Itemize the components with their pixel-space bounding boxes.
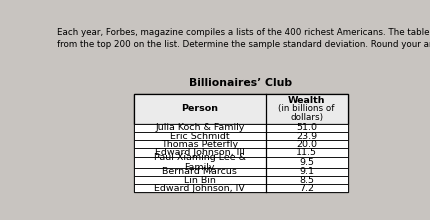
Bar <box>134 124 347 132</box>
Text: Each year, Forbes, magazine compiles a lists of the 400 richest Americans. The t: Each year, Forbes, magazine compiles a l… <box>57 28 430 49</box>
Text: Lin Bin: Lin Bin <box>184 176 215 185</box>
Bar <box>134 184 347 192</box>
Bar <box>134 168 347 176</box>
Bar <box>134 140 347 148</box>
Text: Wealth: Wealth <box>287 96 325 105</box>
Text: (in billions of: (in billions of <box>278 104 334 114</box>
Text: 23.9: 23.9 <box>295 132 316 141</box>
Text: Bernard Marcus: Bernard Marcus <box>162 167 237 176</box>
Text: Paul Xiaming Lee &
Family: Paul Xiaming Lee & Family <box>154 152 245 172</box>
Text: 9.5: 9.5 <box>298 158 313 167</box>
Text: Billionaires’ Club: Billionaires’ Club <box>189 78 292 88</box>
Text: 7.2: 7.2 <box>298 184 313 193</box>
Text: 9.1: 9.1 <box>298 167 313 176</box>
Text: Julia Koch & Family: Julia Koch & Family <box>155 123 244 132</box>
Text: Edward Johnson, IV: Edward Johnson, IV <box>154 184 245 193</box>
Text: Eric Schmidt: Eric Schmidt <box>169 132 229 141</box>
Text: Edward Johnson, III: Edward Johnson, III <box>154 148 244 157</box>
Text: 8.5: 8.5 <box>298 176 313 185</box>
Text: dollars): dollars) <box>289 113 322 122</box>
Text: Person: Person <box>181 104 218 114</box>
Text: Thomas Peterfly: Thomas Peterfly <box>161 140 238 149</box>
Text: 20.0: 20.0 <box>295 140 316 149</box>
Text: 11.5: 11.5 <box>295 148 316 157</box>
Bar <box>134 148 347 157</box>
Bar <box>134 157 347 168</box>
Bar <box>134 132 347 140</box>
Bar <box>134 176 347 184</box>
Text: 51.0: 51.0 <box>295 123 316 132</box>
